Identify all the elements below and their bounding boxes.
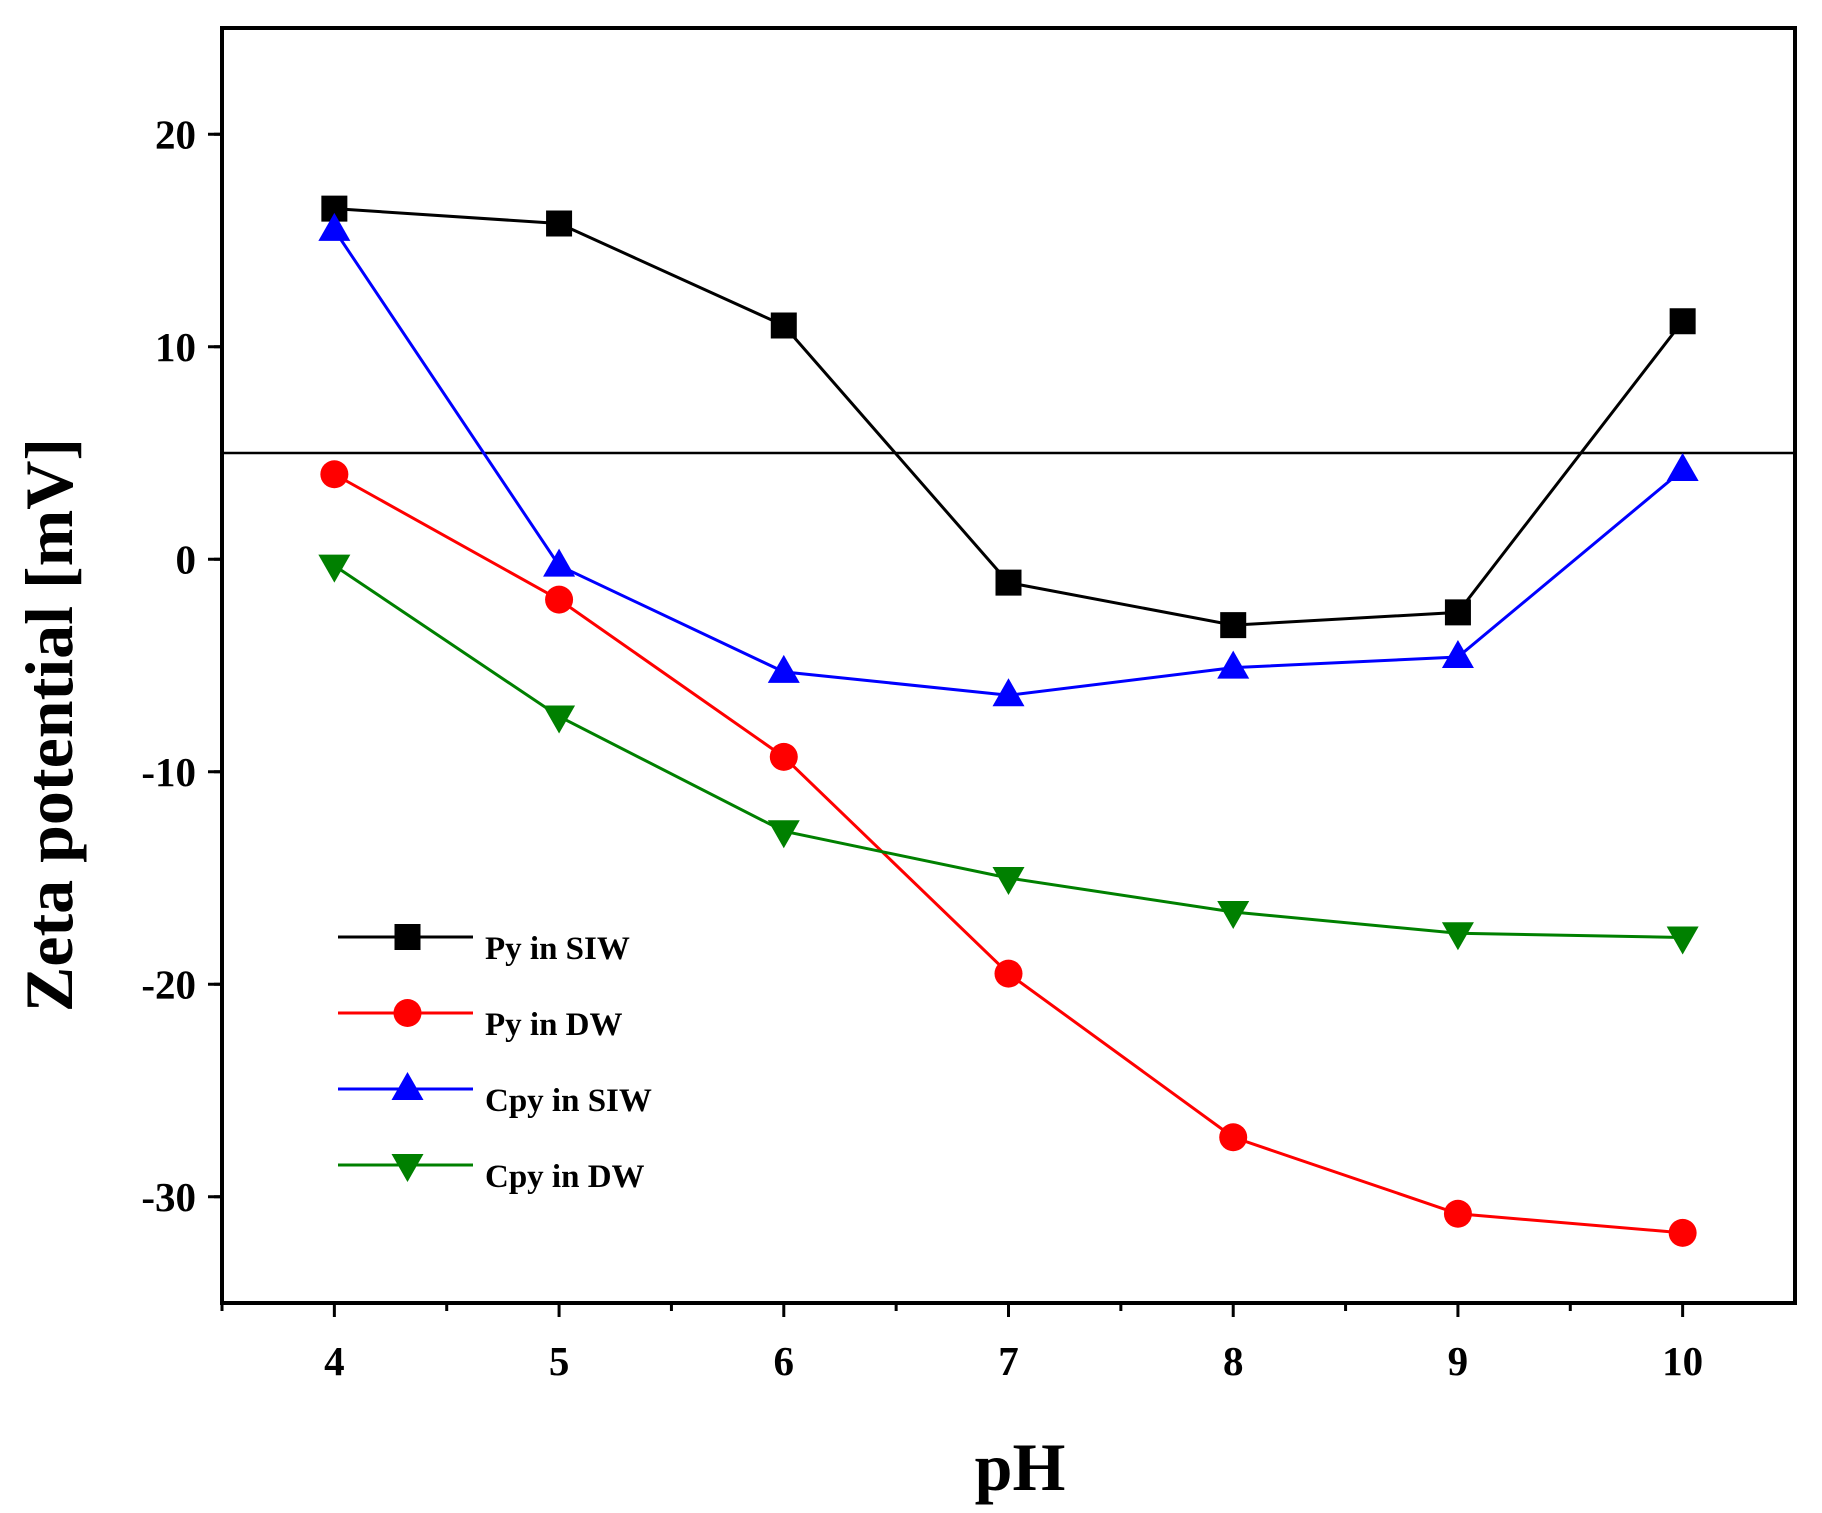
x-axis-title: pH — [975, 1429, 1066, 1505]
legend-item: Cpy in DW — [338, 1154, 645, 1195]
data-point — [1220, 612, 1247, 639]
data-point — [543, 548, 576, 577]
legend-marker — [393, 999, 422, 1027]
legend-marker — [394, 924, 421, 950]
series-py-in-siw — [321, 195, 1696, 639]
data-point — [770, 312, 797, 339]
data-point — [1441, 640, 1474, 668]
x-tick-label: 5 — [549, 1338, 570, 1384]
series-layer — [318, 195, 1699, 1247]
y-tick-label: 20 — [155, 111, 196, 157]
legend-label: Py in DW — [485, 1007, 623, 1043]
y-tick-label: -20 — [141, 961, 196, 1007]
data-point — [1444, 599, 1471, 626]
data-point — [320, 460, 349, 489]
x-tick-label: 10 — [1662, 1338, 1703, 1384]
series-line — [333, 229, 1684, 697]
plot-frame — [220, 26, 1797, 1305]
legend-item: Cpy in SIW — [338, 1072, 652, 1119]
data-point — [1666, 453, 1699, 481]
data-point — [1669, 308, 1696, 335]
data-point — [767, 820, 800, 849]
legend-label: Py in SIW — [485, 931, 630, 967]
data-point — [992, 678, 1025, 707]
y-tick-label: 10 — [155, 324, 196, 370]
data-point — [1666, 926, 1699, 955]
data-point — [1441, 922, 1474, 951]
x-tick-label: 4 — [324, 1338, 345, 1384]
legend-label: Cpy in DW — [485, 1159, 645, 1195]
legend: Py in SIW Py in DW Cpy in SIW Cpy in DW — [338, 924, 652, 1195]
data-point — [543, 705, 576, 734]
series-py-in-dw — [320, 460, 1697, 1247]
data-point — [994, 959, 1023, 988]
data-point — [545, 585, 574, 614]
data-point — [1443, 1199, 1472, 1228]
data-point — [546, 210, 573, 237]
y-tick-label: -30 — [141, 1174, 196, 1220]
legend-item: Py in DW — [338, 999, 623, 1043]
y-tick-label: -10 — [141, 749, 196, 795]
series-line — [334, 207, 1684, 627]
data-point — [995, 569, 1022, 596]
legend-item: Py in SIW — [338, 924, 630, 967]
y-tick-label: 0 — [176, 536, 197, 582]
data-point — [1217, 650, 1250, 679]
data-point — [318, 554, 351, 583]
x-tick-label: 8 — [1223, 1338, 1244, 1384]
data-point — [769, 742, 798, 771]
data-point — [1219, 1123, 1248, 1152]
series-cpy-in-siw — [318, 212, 1699, 707]
axes-layer: 4 5 6 7 8 9 10 -30 -20 -10 0 10 20 — [141, 26, 1797, 1384]
legend-marker — [391, 1154, 424, 1182]
data-point — [318, 212, 351, 241]
y-axis-title: Zeta potential [mV] — [11, 438, 87, 1012]
x-tick-label: 7 — [998, 1338, 1019, 1384]
data-point — [767, 654, 800, 683]
data-point — [1668, 1218, 1697, 1247]
x-tick-label: 9 — [1448, 1338, 1469, 1384]
legend-marker — [391, 1072, 424, 1100]
x-tick-label: 6 — [774, 1338, 795, 1384]
legend-label: Cpy in SIW — [485, 1083, 652, 1119]
data-point — [992, 867, 1025, 895]
data-point — [1217, 901, 1250, 929]
series-cpy-in-dw — [318, 554, 1699, 955]
